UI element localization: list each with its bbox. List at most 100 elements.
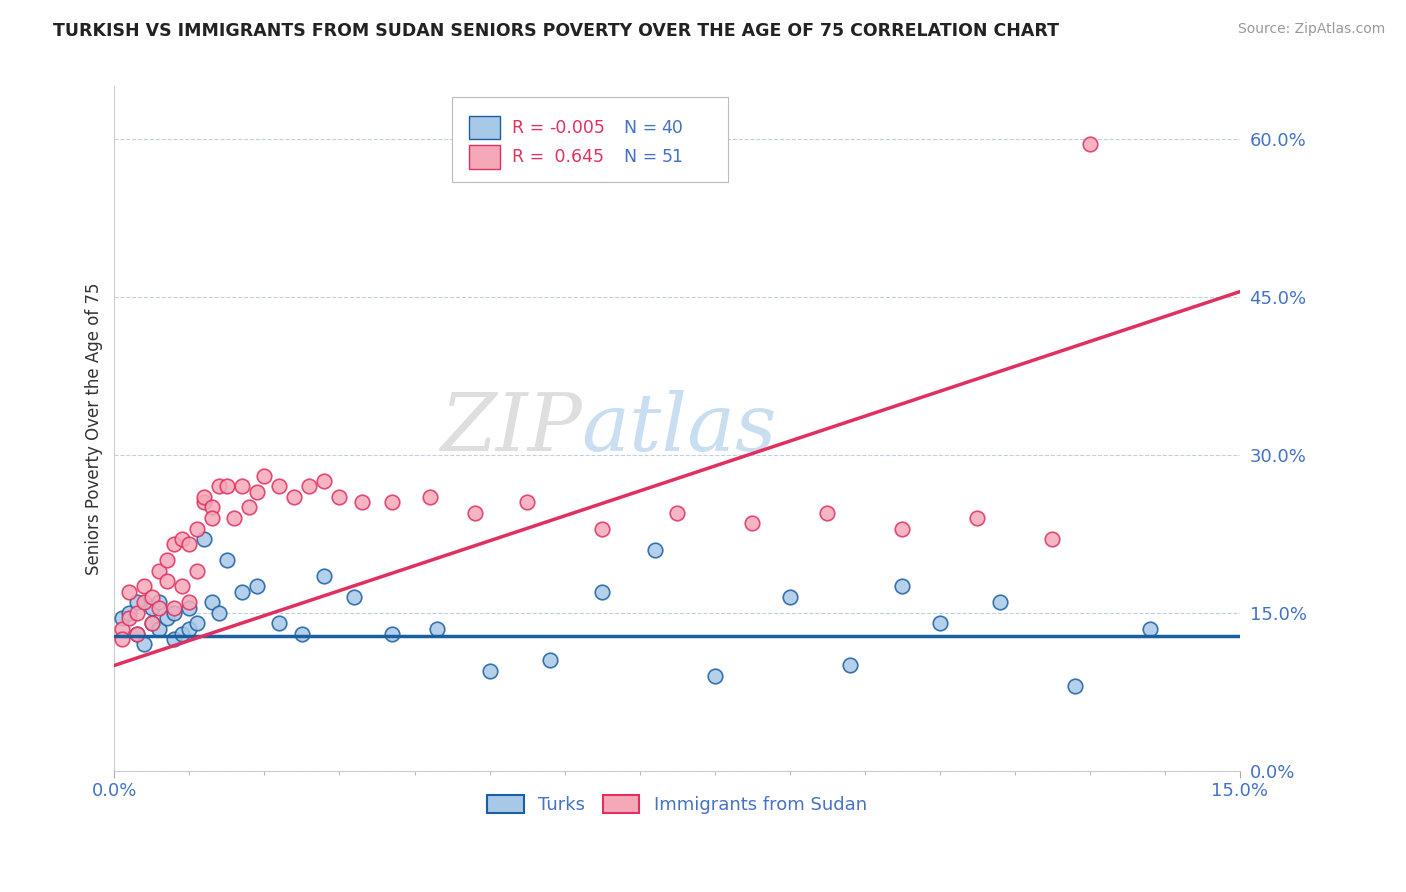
- Point: [516, 495, 538, 509]
- Point: [125, 606, 148, 620]
- Point: [201, 511, 224, 525]
- Point: [350, 495, 373, 509]
- Point: [779, 590, 801, 604]
- Point: [269, 616, 291, 631]
- Point: [141, 590, 163, 604]
- Point: [238, 500, 260, 515]
- Point: [186, 616, 208, 631]
- Point: [426, 622, 449, 636]
- Point: [148, 564, 170, 578]
- Point: [179, 537, 201, 551]
- Point: [464, 506, 486, 520]
- Point: [298, 479, 321, 493]
- Point: [134, 595, 156, 609]
- Point: [269, 479, 291, 493]
- Point: [246, 579, 269, 593]
- Point: [1139, 622, 1161, 636]
- Point: [134, 637, 156, 651]
- Point: [163, 606, 186, 620]
- Text: atlas: atlas: [582, 390, 778, 467]
- Point: [591, 584, 613, 599]
- FancyBboxPatch shape: [470, 116, 501, 139]
- Text: Source: ZipAtlas.com: Source: ZipAtlas.com: [1237, 22, 1385, 37]
- Point: [231, 479, 253, 493]
- Point: [111, 632, 134, 646]
- Point: [170, 579, 193, 593]
- Point: [141, 616, 163, 631]
- Point: [201, 595, 224, 609]
- Point: [156, 574, 179, 589]
- Point: [314, 474, 336, 488]
- Point: [591, 522, 613, 536]
- Point: [224, 511, 246, 525]
- Text: N =: N =: [624, 148, 664, 166]
- Point: [179, 600, 201, 615]
- Point: [328, 490, 350, 504]
- FancyBboxPatch shape: [451, 96, 728, 182]
- Point: [215, 553, 238, 567]
- Point: [118, 584, 141, 599]
- Point: [148, 595, 170, 609]
- Text: ZIP: ZIP: [440, 390, 582, 467]
- Point: [928, 616, 950, 631]
- Point: [148, 622, 170, 636]
- Point: [253, 469, 276, 483]
- Point: [538, 653, 561, 667]
- Legend: Turks, Immigrants from Sudan: Turks, Immigrants from Sudan: [478, 786, 876, 823]
- Point: [418, 490, 440, 504]
- Point: [644, 542, 666, 557]
- FancyBboxPatch shape: [470, 145, 501, 169]
- Point: [170, 532, 193, 546]
- Point: [134, 579, 156, 593]
- Point: [111, 611, 134, 625]
- Text: R =: R =: [512, 119, 550, 136]
- Point: [838, 658, 860, 673]
- Text: N =: N =: [624, 119, 664, 136]
- Point: [163, 600, 186, 615]
- Point: [343, 590, 366, 604]
- Point: [111, 622, 134, 636]
- Point: [118, 611, 141, 625]
- Text: 51: 51: [661, 148, 683, 166]
- Point: [141, 600, 163, 615]
- Point: [966, 511, 988, 525]
- Point: [179, 595, 201, 609]
- Point: [193, 532, 215, 546]
- Point: [186, 564, 208, 578]
- Point: [141, 616, 163, 631]
- Point: [988, 595, 1011, 609]
- Text: -0.005: -0.005: [548, 119, 605, 136]
- Text: TURKISH VS IMMIGRANTS FROM SUDAN SENIORS POVERTY OVER THE AGE OF 75 CORRELATION : TURKISH VS IMMIGRANTS FROM SUDAN SENIORS…: [53, 22, 1060, 40]
- Point: [148, 600, 170, 615]
- Text: R =: R =: [512, 148, 550, 166]
- Point: [666, 506, 689, 520]
- Point: [1063, 680, 1085, 694]
- Point: [231, 584, 253, 599]
- Point: [163, 537, 186, 551]
- Point: [283, 490, 305, 504]
- Point: [208, 606, 231, 620]
- Point: [741, 516, 763, 531]
- Point: [125, 627, 148, 641]
- Point: [891, 522, 914, 536]
- Point: [186, 522, 208, 536]
- Point: [1078, 137, 1101, 152]
- Point: [125, 627, 148, 641]
- Point: [381, 627, 404, 641]
- Text: 40: 40: [661, 119, 683, 136]
- Y-axis label: Seniors Poverty Over the Age of 75: Seniors Poverty Over the Age of 75: [86, 282, 103, 574]
- Point: [201, 500, 224, 515]
- Point: [118, 606, 141, 620]
- Point: [703, 669, 725, 683]
- Point: [193, 495, 215, 509]
- Point: [125, 595, 148, 609]
- Point: [815, 506, 838, 520]
- Point: [156, 611, 179, 625]
- Point: [193, 490, 215, 504]
- Point: [1040, 532, 1063, 546]
- Point: [163, 632, 186, 646]
- Point: [381, 495, 404, 509]
- Point: [170, 627, 193, 641]
- Point: [215, 479, 238, 493]
- Point: [156, 553, 179, 567]
